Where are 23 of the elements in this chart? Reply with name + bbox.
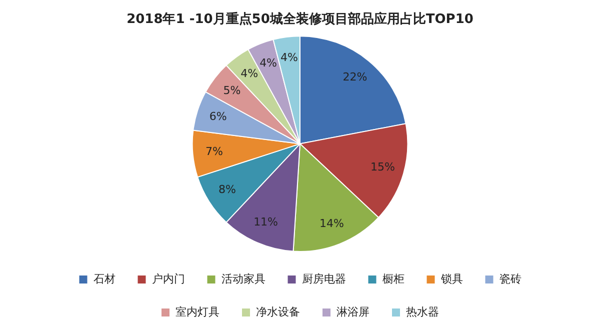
data-label: 15% xyxy=(370,160,395,174)
legend-label: 热水器 xyxy=(406,305,439,318)
data-label: 4% xyxy=(260,56,278,70)
legend-label: 橱柜 xyxy=(382,272,404,286)
data-label: 8% xyxy=(218,182,236,196)
data-label: 7% xyxy=(205,144,223,158)
legend-label: 活动家具 xyxy=(221,272,266,286)
legend-label: 室内灯具 xyxy=(176,305,220,318)
data-label: 5% xyxy=(223,84,241,97)
legend-label: 石材 xyxy=(93,272,116,286)
data-label: 14% xyxy=(319,216,344,230)
data-label: 4% xyxy=(240,66,258,80)
legend-label: 户内门 xyxy=(152,272,185,286)
legend-label: 锁具 xyxy=(440,272,463,286)
data-label: 4% xyxy=(280,51,298,64)
data-label: 6% xyxy=(209,110,227,124)
data-label: 11% xyxy=(254,216,278,229)
legend-label: 瓷砖 xyxy=(499,272,522,286)
legend-label: 厨房电器 xyxy=(302,272,346,286)
chart-title: 2018年1 -10月重点50城全装修项目部品应用占比TOP10 xyxy=(126,11,474,28)
legend-label: 淋浴屏 xyxy=(336,305,370,318)
data-label: 22% xyxy=(342,70,368,84)
legend-label: 净水设备 xyxy=(256,305,300,318)
